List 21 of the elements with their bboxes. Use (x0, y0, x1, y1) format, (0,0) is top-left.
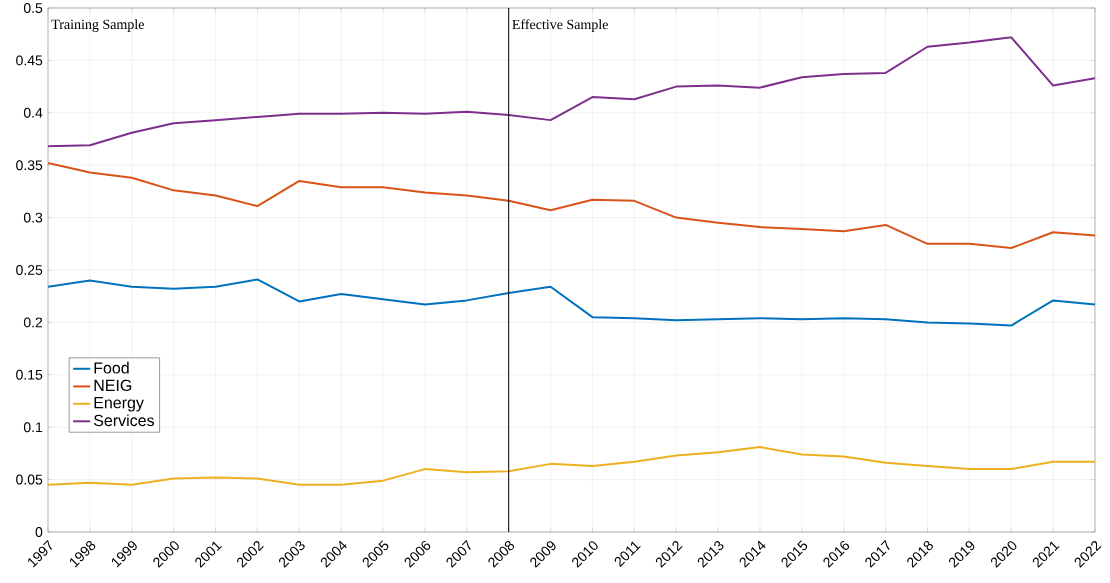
line-series (48, 162, 1095, 249)
line-series (48, 446, 1095, 486)
legend-label: Services (93, 414, 154, 427)
y-tick-label: 0.05 (16, 474, 43, 485)
y-tick-label: 0.4 (23, 107, 43, 118)
line-series (48, 36, 1095, 148)
line-series (48, 278, 1095, 327)
legend-label: NEIG (94, 379, 132, 392)
y-tick-label: 0.3 (23, 212, 43, 223)
annotation: Training Sample (51, 19, 144, 32)
y-tick-label: 0.2 (23, 317, 43, 328)
y-tick-label: 0.1 (23, 422, 43, 433)
annotation: Effective Sample (512, 19, 608, 33)
y-tick-label: 0.5 (23, 3, 43, 13)
legend-label: Food (94, 361, 129, 374)
y-tick-label: 0.25 (16, 265, 43, 275)
legend-label: Energy (94, 397, 144, 412)
y-tick-label: 0 (35, 527, 43, 537)
y-tick-label: 0.15 (16, 369, 43, 380)
y-tick-label: 0.45 (16, 55, 43, 66)
y-tick-label: 0.35 (16, 160, 43, 171)
